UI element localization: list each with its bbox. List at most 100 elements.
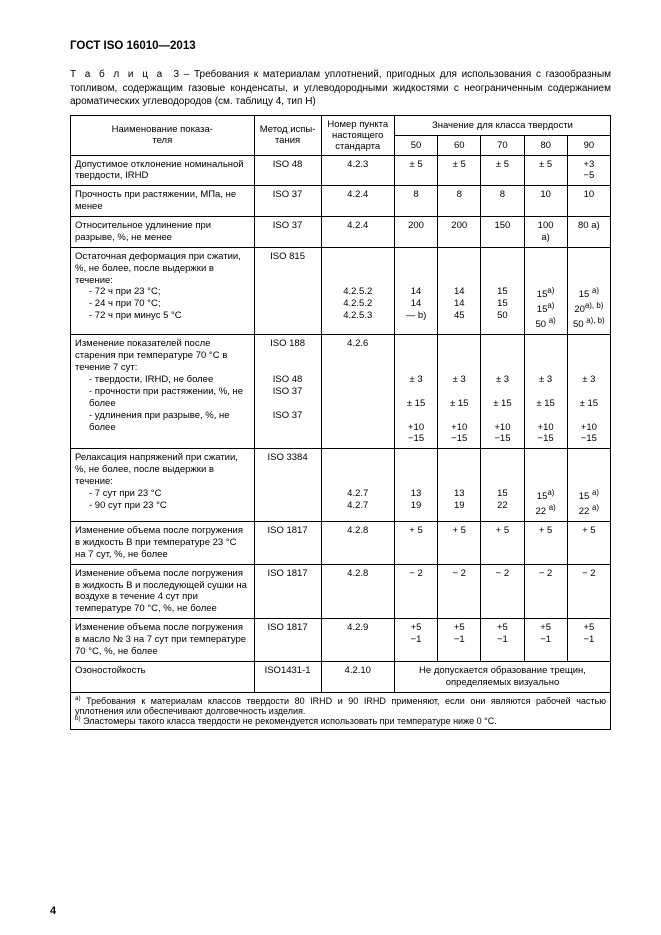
table-caption: Т а б л и ц а 3 – Требования к материала… xyxy=(70,68,611,109)
method-cell: ISO 1817 xyxy=(254,522,321,565)
method-cell: ISO 37 xyxy=(254,186,321,217)
value-cell: ± 5 xyxy=(524,155,567,186)
value-cell: ± 3± 15+10−15 xyxy=(438,335,481,449)
value-cell: 8 xyxy=(394,186,437,217)
head-val-60: 60 xyxy=(438,135,481,155)
value-cell: 80 а) xyxy=(567,217,610,248)
param-name-cell: Изменение объема после погружения в жидк… xyxy=(71,522,255,565)
requirements-table: Наименование показа-теля Метод испы-тани… xyxy=(70,115,611,730)
clause-cell: 4.2.9 xyxy=(321,619,394,662)
value-cell: 200 xyxy=(438,217,481,248)
value-merged-cell: Не допускается образование трещин, опред… xyxy=(394,661,610,692)
param-name-cell: Прочность при растяжении, МПа, не менее xyxy=(71,186,255,217)
value-cell: ± 3± 15+10−15 xyxy=(567,335,610,449)
clause-cell: 4.2.4 xyxy=(321,217,394,248)
value-cell: − 2 xyxy=(524,564,567,619)
clause-cell: 4.2.74.2.7 xyxy=(321,449,394,522)
value-cell: 15 а)20а), b)50 а), b) xyxy=(567,247,610,335)
head-val-70: 70 xyxy=(481,135,524,155)
clause-cell: 4.2.4 xyxy=(321,186,394,217)
method-cell: ISO 48 xyxy=(254,155,321,186)
table-row: Изменение объема после погружения в жидк… xyxy=(71,522,611,565)
value-cell: + 5 xyxy=(524,522,567,565)
method-cell: ISO 1817 xyxy=(254,619,321,662)
value-cell: − 2 xyxy=(481,564,524,619)
head-name: Наименование показа-теля xyxy=(71,115,255,155)
head-vals-group: Значение для класса твердости xyxy=(394,115,610,135)
value-cell: 10 xyxy=(524,186,567,217)
method-cell: ISO 188ISO 48ISO 37ISO 37 xyxy=(254,335,321,449)
value-cell: +5−1 xyxy=(481,619,524,662)
table-head: Наименование показа-теля Метод испы-тани… xyxy=(71,115,611,155)
value-cell: 1319 xyxy=(438,449,481,522)
value-cell: 1414— b) xyxy=(394,247,437,335)
value-cell: 15а)22 а) xyxy=(524,449,567,522)
value-cell: +5−1 xyxy=(524,619,567,662)
value-cell: 15а)15а)50 а) xyxy=(524,247,567,335)
table-footnote: а) Требования к материалам классов тверд… xyxy=(71,692,611,729)
value-cell: + 5 xyxy=(394,522,437,565)
param-name-cell: Релаксация напряжений при сжатии, %, не … xyxy=(71,449,255,522)
head-clause: Номер пункта настоящего стандарта xyxy=(321,115,394,155)
table-row: Изменение объема после погружения в масл… xyxy=(71,619,611,662)
method-cell: ISO 37 xyxy=(254,217,321,248)
clause-cell: 4.2.6 xyxy=(321,335,394,449)
table-row: Изменение показателей после старения при… xyxy=(71,335,611,449)
table-row: Прочность при растяжении, МПа, не менееI… xyxy=(71,186,611,217)
table-row: Изменение объема после погружения в жидк… xyxy=(71,564,611,619)
head-method: Метод испы-тания xyxy=(254,115,321,155)
table-row: Относительное удлинение при разрыве, %, … xyxy=(71,217,611,248)
head-val-80: 80 xyxy=(524,135,567,155)
clause-cell: 4.2.8 xyxy=(321,522,394,565)
value-cell: 151550 xyxy=(481,247,524,335)
value-cell: 8 xyxy=(438,186,481,217)
table-row: ОзоностойкостьISO1431-14.2.10Не допускае… xyxy=(71,661,611,692)
value-cell: 150 xyxy=(481,217,524,248)
table-body: Допустимое отклонение номинальной твердо… xyxy=(71,155,611,692)
value-cell: − 2 xyxy=(394,564,437,619)
clause-cell: 4.2.8 xyxy=(321,564,394,619)
footnote-a: а) Требования к материалам классов тверд… xyxy=(75,696,606,716)
value-cell: 200 xyxy=(394,217,437,248)
clause-cell: 4.2.10 xyxy=(321,661,394,692)
clause-cell: 4.2.5.24.2.5.24.2.5.3 xyxy=(321,247,394,335)
value-cell: ± 3± 15+10−15 xyxy=(394,335,437,449)
value-cell: ± 3± 15+10−15 xyxy=(481,335,524,449)
value-cell: ± 5 xyxy=(481,155,524,186)
value-cell: +5−1 xyxy=(567,619,610,662)
param-name-cell: Допустимое отклонение номинальной твердо… xyxy=(71,155,255,186)
value-cell: 15 а)22 а) xyxy=(567,449,610,522)
value-cell: + 5 xyxy=(567,522,610,565)
method-cell: ISO 1817 xyxy=(254,564,321,619)
value-cell: 100а) xyxy=(524,217,567,248)
value-cell: 8 xyxy=(481,186,524,217)
table-row: Допустимое отклонение номинальной твердо… xyxy=(71,155,611,186)
table-row: Релаксация напряжений при сжатии, %, не … xyxy=(71,449,611,522)
table-row: Остаточная деформация при сжатии, %, не … xyxy=(71,247,611,335)
head-val-50: 50 xyxy=(394,135,437,155)
param-name-cell: Относительное удлинение при разрыве, %, … xyxy=(71,217,255,248)
value-cell: ± 5 xyxy=(394,155,437,186)
value-cell: ± 3± 15+10−15 xyxy=(524,335,567,449)
method-cell: ISO1431-1 xyxy=(254,661,321,692)
param-name-cell: Изменение показателей после старения при… xyxy=(71,335,255,449)
document-header: ГОСТ ISO 16010—2013 xyxy=(70,40,611,52)
method-cell: ISO 3384 xyxy=(254,449,321,522)
value-cell: − 2 xyxy=(438,564,481,619)
value-cell: + 5 xyxy=(481,522,524,565)
param-name-cell: Изменение объема после погружения в масл… xyxy=(71,619,255,662)
value-cell: 141445 xyxy=(438,247,481,335)
method-cell: ISO 815 xyxy=(254,247,321,335)
value-cell: ± 5 xyxy=(438,155,481,186)
value-cell: +3−5 xyxy=(567,155,610,186)
value-cell: + 5 xyxy=(438,522,481,565)
value-cell: +5−1 xyxy=(394,619,437,662)
footnote-b: b) Эластомеры такого класса твердости не… xyxy=(75,716,497,726)
param-name-cell: Остаточная деформация при сжатии, %, не … xyxy=(71,247,255,335)
param-name-cell: Изменение объема после погружения в жидк… xyxy=(71,564,255,619)
page-number: 4 xyxy=(50,905,56,917)
param-name-cell: Озоностойкость xyxy=(71,661,255,692)
clause-cell: 4.2.3 xyxy=(321,155,394,186)
value-cell: 10 xyxy=(567,186,610,217)
caption-prefix: Т а б л и ц а xyxy=(70,69,164,80)
